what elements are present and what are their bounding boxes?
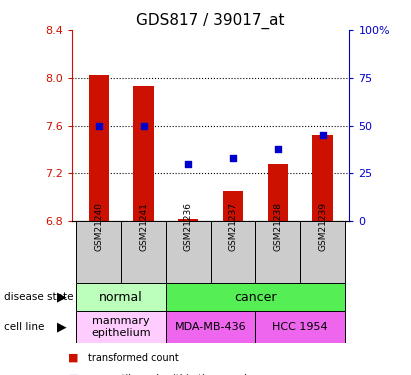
Text: cancer: cancer xyxy=(234,291,277,304)
Bar xyxy=(300,221,345,283)
Text: percentile rank within the sample: percentile rank within the sample xyxy=(88,374,253,375)
Text: ■: ■ xyxy=(68,374,79,375)
Bar xyxy=(178,219,199,221)
Text: ■: ■ xyxy=(68,353,79,363)
Point xyxy=(95,123,102,129)
Bar xyxy=(76,283,166,311)
Bar xyxy=(121,221,166,283)
Bar xyxy=(76,311,166,343)
Text: HCC 1954: HCC 1954 xyxy=(272,322,328,332)
Bar xyxy=(134,86,154,221)
Bar xyxy=(312,135,332,221)
Point xyxy=(319,132,326,138)
Text: cell line: cell line xyxy=(4,322,44,332)
Text: ▶: ▶ xyxy=(57,291,67,304)
Text: GSM21236: GSM21236 xyxy=(184,202,193,251)
Point xyxy=(230,155,236,161)
Title: GDS817 / 39017_at: GDS817 / 39017_at xyxy=(136,12,285,28)
Point xyxy=(140,123,147,129)
Text: mammary
epithelium: mammary epithelium xyxy=(91,316,151,338)
Bar xyxy=(76,221,121,283)
Bar xyxy=(255,221,300,283)
Bar xyxy=(166,221,211,283)
Text: GSM21239: GSM21239 xyxy=(318,202,327,251)
Bar xyxy=(166,283,345,311)
Text: MDA-MB-436: MDA-MB-436 xyxy=(175,322,247,332)
Bar xyxy=(166,311,255,343)
Text: disease state: disease state xyxy=(4,292,74,302)
Text: GSM21238: GSM21238 xyxy=(273,202,282,251)
Text: GSM21240: GSM21240 xyxy=(94,202,103,251)
Bar xyxy=(89,75,109,221)
Bar xyxy=(255,311,345,343)
Text: transformed count: transformed count xyxy=(88,353,179,363)
Bar xyxy=(211,221,255,283)
Point xyxy=(275,146,281,152)
Bar xyxy=(223,191,243,221)
Point xyxy=(185,161,192,167)
Text: normal: normal xyxy=(99,291,143,304)
Text: GSM21237: GSM21237 xyxy=(229,202,238,251)
Bar xyxy=(268,164,288,221)
Text: ▶: ▶ xyxy=(57,321,67,334)
Text: GSM21241: GSM21241 xyxy=(139,202,148,251)
